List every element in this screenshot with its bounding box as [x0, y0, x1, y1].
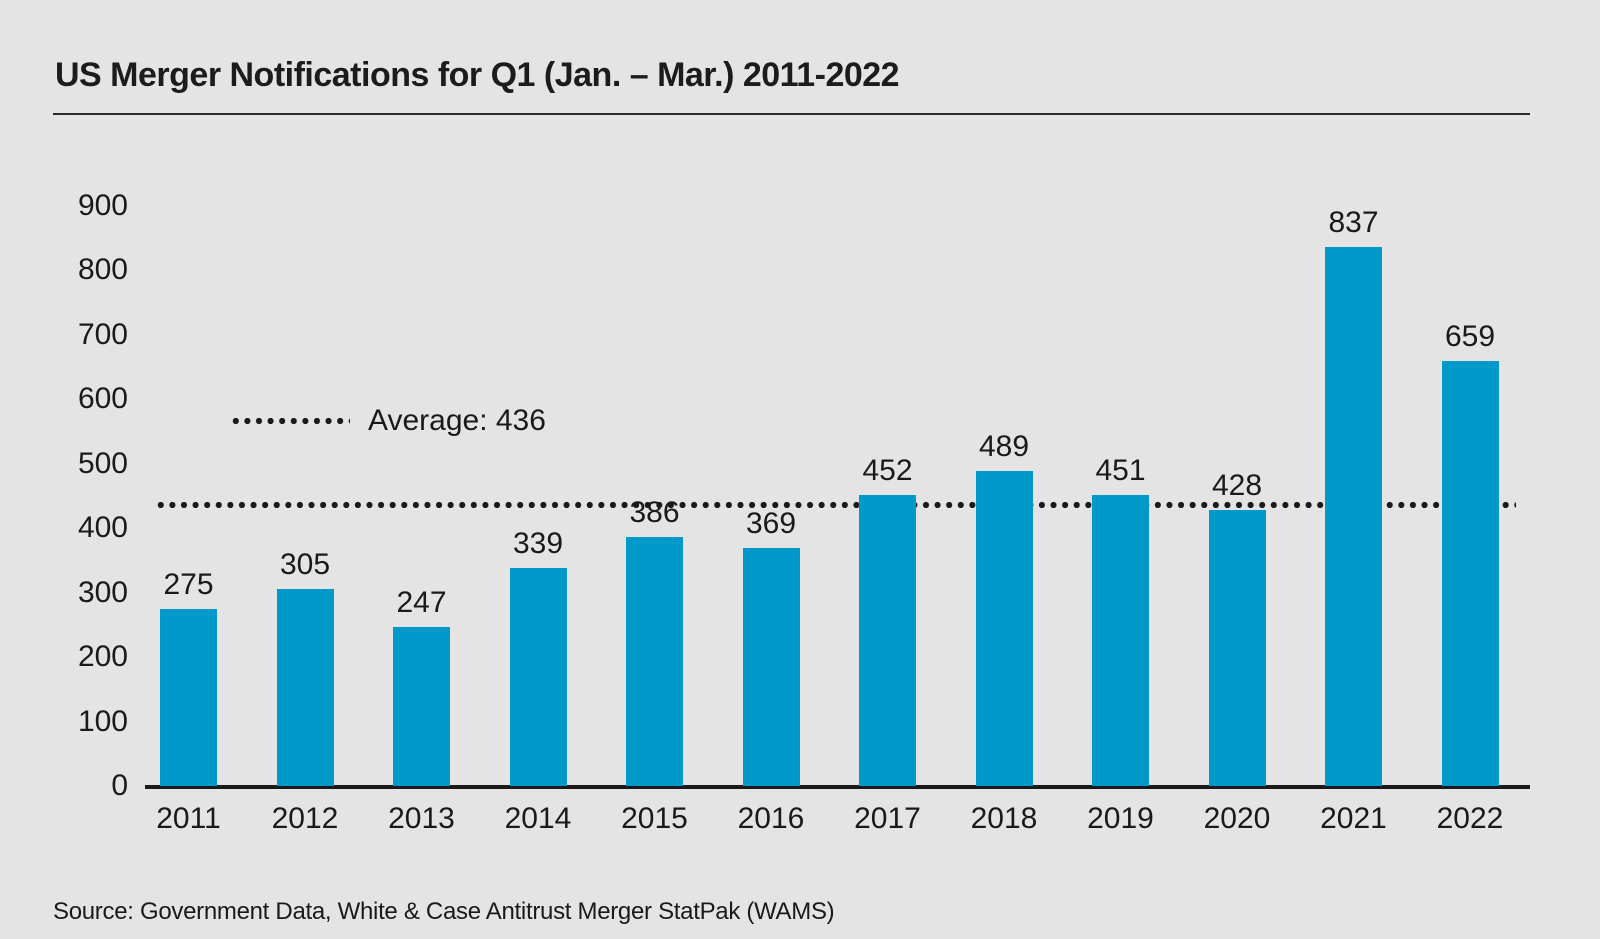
bar-2017: [859, 494, 916, 786]
bar-2022: [1441, 361, 1499, 786]
x-tick-label-2017: 2017: [854, 802, 921, 835]
y-tick-label-500: 500: [77, 446, 128, 480]
x-tick-label-2011: 2011: [156, 802, 221, 835]
bar-value-label-2012: 305: [279, 548, 331, 582]
x-tick-label-2014: 2014: [504, 802, 572, 835]
title-divider-line: [53, 113, 1530, 115]
bar-2016: [742, 548, 800, 786]
average-legend-label: Average: 436: [368, 404, 546, 437]
bar-value-label-2016: 369: [745, 507, 797, 541]
x-axis-labels: 2011 2012 2013 2014 2015 2016 2017 2018 2019 2020…: [145, 802, 1530, 842]
bar-2019: [1092, 495, 1149, 786]
bar-2013: [393, 626, 450, 786]
dotted-line-icon: [230, 418, 350, 424]
bar-2018: [975, 470, 1033, 786]
bar-value-label-2018: 489: [978, 429, 1030, 463]
y-tick-label-600: 600: [77, 382, 128, 416]
y-tick-label-700: 700: [77, 317, 128, 351]
bar-2014: [509, 567, 567, 786]
y-tick-label-800: 800: [77, 253, 128, 287]
bar-value-label-2021: 837: [1328, 205, 1379, 239]
x-tick-label-2021: 2021: [1320, 802, 1387, 835]
average-legend: Average: 436: [230, 406, 546, 436]
bar-value-label-2011: 275: [163, 567, 214, 601]
x-tick-label-2018: 2018: [970, 802, 1038, 835]
source-note: Source: Government Data, White & Case An…: [53, 898, 835, 925]
bar-value-label-2019: 451: [1095, 454, 1146, 488]
y-tick-label-300: 300: [77, 575, 128, 609]
bar-2011: [160, 608, 217, 786]
x-axis-line: [145, 785, 1530, 789]
bar-2020: [1208, 510, 1266, 786]
y-tick-label-400: 400: [77, 511, 128, 545]
x-tick-label-2019: 2019: [1087, 802, 1154, 835]
bar-value-label-2015: 386: [629, 496, 680, 530]
bar-value-label-2020: 428: [1211, 469, 1263, 503]
x-tick-label-2012: 2012: [271, 802, 339, 835]
bar-2021: [1325, 246, 1382, 786]
x-tick-label-2020: 2020: [1203, 802, 1271, 835]
bar-2015: [626, 537, 683, 786]
bar-value-label-2014: 339: [512, 526, 564, 560]
y-tick-label-900: 900: [77, 189, 128, 222]
bar-value-label-2022: 659: [1444, 320, 1496, 354]
y-tick-label-200: 200: [77, 640, 128, 674]
bar-2012: [276, 589, 334, 786]
y-tick-label-0: 0: [111, 769, 128, 802]
x-tick-label-2016: 2016: [737, 802, 805, 835]
x-tick-label-2015: 2015: [621, 802, 688, 835]
x-tick-label-2013: 2013: [388, 802, 455, 835]
y-tick-label-100: 100: [77, 704, 128, 738]
plot-area: Average: 436 275 305 247 339 386 369 452 489 451…: [145, 205, 1530, 789]
chart-title: US Merger Notifications for Q1 (Jan. – M…: [55, 56, 900, 94]
y-axis: 0 100 200 300 400 500 600 700 800 900: [0, 191, 128, 801]
average-line: [155, 502, 1516, 509]
bar-value-label-2017: 452: [862, 453, 913, 487]
x-tick-label-2022: 2022: [1436, 802, 1504, 835]
bar-value-label-2013: 247: [396, 585, 447, 619]
